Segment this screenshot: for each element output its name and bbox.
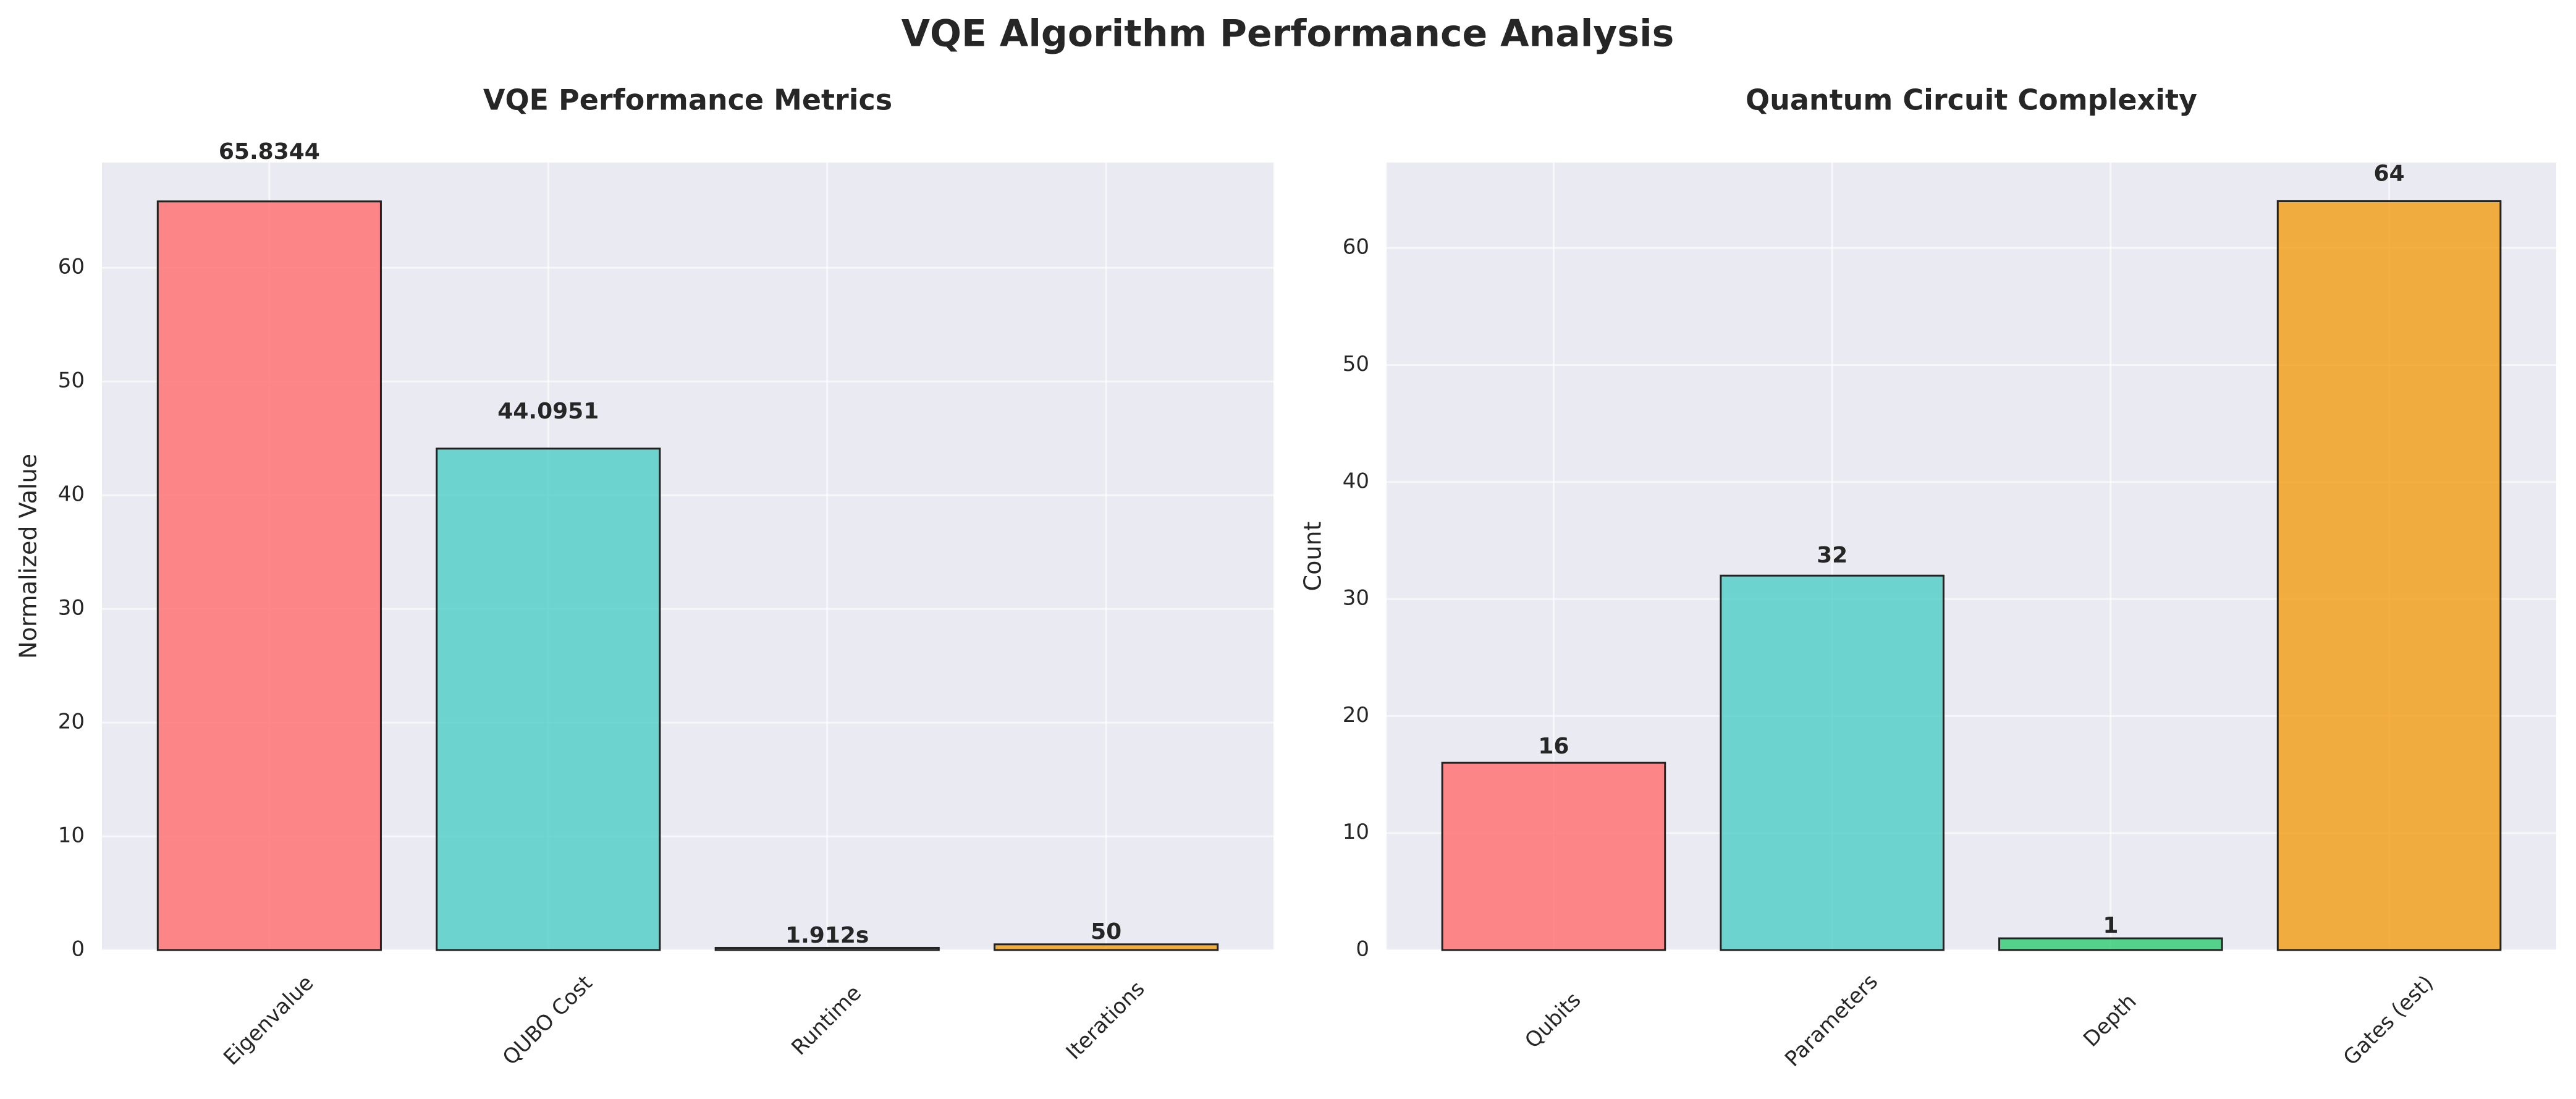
data-label: 1.912s — [785, 923, 869, 948]
x-tick-label: Runtime — [787, 981, 866, 1061]
bar — [156, 200, 382, 951]
y-tick-label: 20 — [1343, 703, 1369, 728]
bar — [436, 448, 661, 951]
y-axis-label: Normalized Value — [15, 454, 42, 659]
y-tick-label: 40 — [58, 482, 85, 507]
x-tick-label: Depth — [2079, 989, 2142, 1052]
page-title: VQE Algorithm Performance Analysis — [902, 12, 1674, 56]
y-tick-label: 30 — [58, 596, 85, 621]
y-tick-label: 10 — [58, 823, 85, 848]
y-tick-label: 40 — [1343, 469, 1369, 493]
y-tick-label: 0 — [71, 937, 85, 962]
bar — [1720, 574, 1945, 951]
bar — [1998, 937, 2223, 951]
x-tick-label: Iterations — [1062, 977, 1150, 1065]
x-tick-label: Eigenvalue — [219, 970, 318, 1070]
x-tick-label: Parameters — [1780, 969, 1883, 1072]
y-tick-label: 50 — [1343, 352, 1369, 376]
bar — [994, 943, 1219, 951]
y-tick-label: 20 — [58, 710, 85, 734]
x-tick-label: Qubits — [1520, 988, 1586, 1053]
bar — [1441, 762, 1666, 951]
bar — [2276, 200, 2502, 951]
x-tick-label: QUBO Cost — [498, 970, 598, 1070]
y-axis-label: Count — [1299, 522, 1327, 592]
y-tick-label: 10 — [1343, 820, 1369, 844]
data-label: 50 — [1091, 919, 1121, 944]
data-label: 44.0951 — [497, 399, 599, 424]
bar — [714, 946, 940, 951]
y-tick-label: 30 — [1343, 586, 1369, 611]
data-label: 65.8344 — [219, 139, 320, 164]
data-label: 16 — [1538, 734, 1569, 759]
y-tick-label: 0 — [1356, 937, 1369, 962]
data-label: 64 — [2374, 161, 2405, 186]
y-tick-label: 60 — [58, 255, 85, 279]
chart-title: VQE Performance Metrics — [483, 83, 892, 117]
chart-title: Quantum Circuit Complexity — [1746, 83, 2197, 117]
data-label: 1 — [2103, 913, 2118, 938]
y-tick-label: 60 — [1343, 235, 1369, 260]
y-tick-label: 50 — [58, 368, 85, 393]
data-label: 32 — [1817, 543, 1848, 568]
x-tick-label: Gates (est) — [2339, 970, 2439, 1071]
